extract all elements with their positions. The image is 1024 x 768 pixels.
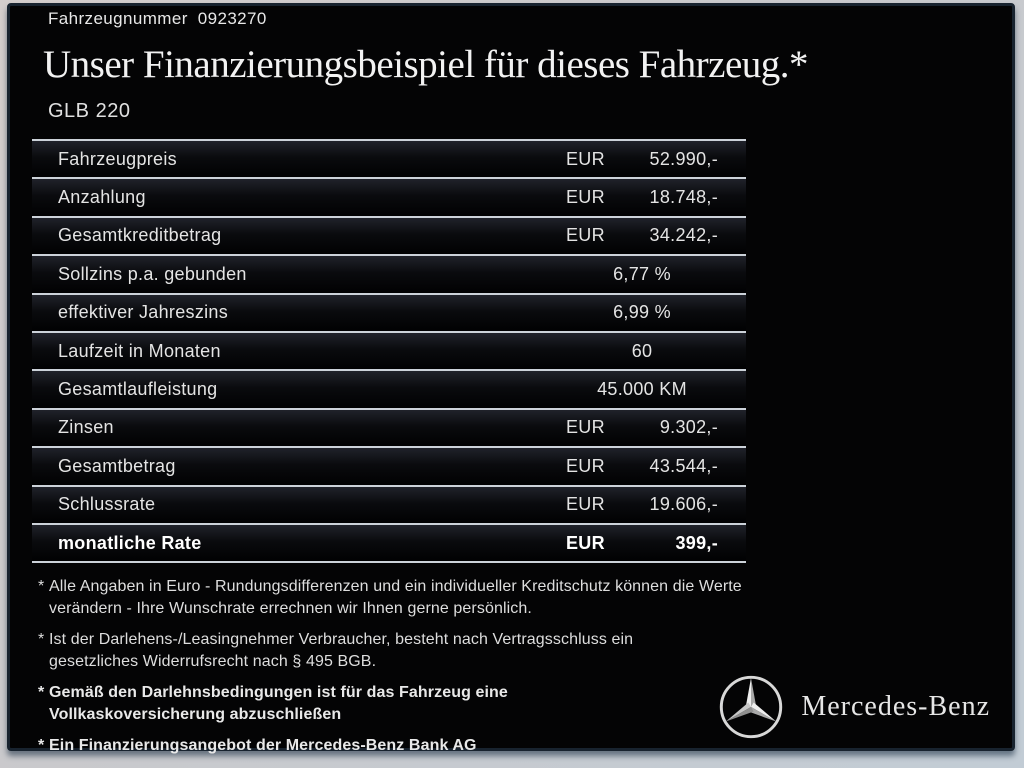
row-amount: 43.544,-	[649, 455, 718, 476]
table-row: Laufzeit in Monaten 60	[32, 330, 746, 370]
footnote: * Alle Angaben in Euro - Rundungsdiffere…	[38, 576, 749, 620]
row-currency: EUR	[566, 148, 605, 169]
table-row: Sollzins p.a. gebunden 6,77 %	[32, 254, 746, 293]
model-name: GLB 220	[48, 100, 131, 122]
footnotes: * Alle Angaben in Euro - Rundungsdiffere…	[38, 576, 749, 766]
row-label: Zinsen	[58, 417, 114, 438]
row-currency: EUR	[566, 417, 605, 438]
row-value: EUR 43.544,-	[566, 456, 746, 477]
footnote-marker: *	[38, 684, 45, 701]
row-currency: EUR	[566, 225, 605, 246]
footnote-text: Ein Finanzierungsangebot der Mercedes-Be…	[49, 737, 477, 754]
row-currency: EUR	[566, 187, 605, 208]
row-amount: 45.000 KM	[597, 379, 687, 400]
row-currency: EUR	[566, 532, 605, 553]
table-row: Fahrzeugpreis EUR 52.990,-	[32, 139, 746, 178]
row-amount: 399,-	[675, 532, 718, 553]
footnote-marker: *	[38, 737, 45, 754]
row-currency: EUR	[566, 455, 605, 476]
vehicle-number-label: Fahrzeugnummer	[48, 9, 188, 28]
row-label: Fahrzeugpreis	[58, 148, 177, 169]
finance-sheet: Fahrzeugnummer 0923270 Unser Finanzierung…	[7, 3, 1015, 754]
row-value: EUR 19.606,-	[566, 494, 746, 515]
table-row: monatliche Rate EUR 399,-	[32, 522, 746, 562]
footnote-marker: *	[38, 578, 45, 595]
row-amount: 34.242,-	[649, 225, 718, 246]
row-value: EUR 34.242,-	[566, 225, 746, 246]
row-value: 6,99 %	[566, 302, 746, 323]
footnote-text: Ist der Darlehens-/Leasingnehmer Verbrau…	[49, 631, 634, 670]
table-row: Schlussrate EUR 19.606,-	[32, 484, 746, 523]
table-row: Anzahlung EUR 18.748,-	[32, 177, 746, 216]
row-value: 45.000 KM	[566, 379, 746, 400]
table-row: effektiver Jahreszins 6,99 %	[32, 292, 746, 331]
row-amount: 60	[631, 340, 653, 361]
row-amount: 6,99 %	[613, 302, 671, 323]
row-label: Anzahlung	[58, 187, 146, 208]
row-amount: 18.748,-	[649, 187, 718, 208]
row-value: EUR 399,-	[566, 533, 746, 554]
row-currency: EUR	[566, 494, 605, 515]
brand-name: Mercedes-Benz	[801, 691, 990, 722]
table-row: Gesamtbetrag EUR 43.544,-	[32, 446, 746, 485]
footnote-marker: *	[38, 631, 45, 648]
footnote: * Gemäß den Darlehnsbedingungen ist für …	[38, 682, 749, 726]
footnote-text: Alle Angaben in Euro - Rundungsdifferenz…	[49, 578, 742, 617]
row-amount: 19.606,-	[649, 494, 718, 515]
table-row: Zinsen EUR 9.302,-	[32, 407, 746, 447]
row-value: 60	[566, 341, 746, 362]
vehicle-number-value: 0923270	[197, 9, 267, 28]
row-label: Sollzins p.a. gebunden	[58, 263, 247, 284]
row-value: 6,77 %	[566, 264, 746, 285]
row-amount: 6,77 %	[613, 263, 671, 284]
row-value: EUR 52.990,-	[566, 149, 746, 170]
mercedes-star-icon	[720, 675, 783, 739]
row-label: Schlussrate	[58, 494, 156, 515]
footnote: * Ist der Darlehens-/Leasingnehmer Verbr…	[38, 629, 749, 673]
row-value: EUR 9.302,-	[566, 417, 746, 438]
row-value: EUR 18.748,-	[566, 187, 746, 208]
table-row: Gesamtkreditbetrag EUR 34.242,-	[32, 215, 746, 255]
row-label: Gesamtbetrag	[58, 455, 176, 476]
table-row: Gesamtlaufleistung 45.000 KM	[32, 369, 746, 408]
page-title: Unser Finanzierungsbeispiel für dieses F…	[43, 43, 809, 86]
finance-table: Fahrzeugpreis EUR 52.990,- Anzahlung EUR…	[32, 139, 746, 564]
row-amount: 9.302,-	[659, 417, 718, 438]
row-label: Laufzeit in Monaten	[58, 340, 221, 361]
row-amount: 52.990,-	[649, 148, 718, 169]
vehicle-number: Fahrzeugnummer 0923270	[48, 9, 267, 29]
row-label: monatliche Rate	[58, 532, 202, 553]
row-label: Gesamtkreditbetrag	[58, 225, 222, 246]
footnote-text: Gemäß den Darlehnsbedingungen ist für da…	[49, 684, 508, 723]
row-label: effektiver Jahreszins	[58, 302, 229, 323]
row-label: Gesamtlaufleistung	[58, 379, 218, 400]
brand-logo: Mercedes-Benz	[718, 674, 990, 740]
footnote: * Ein Finanzierungsangebot der Mercedes-…	[38, 735, 749, 757]
